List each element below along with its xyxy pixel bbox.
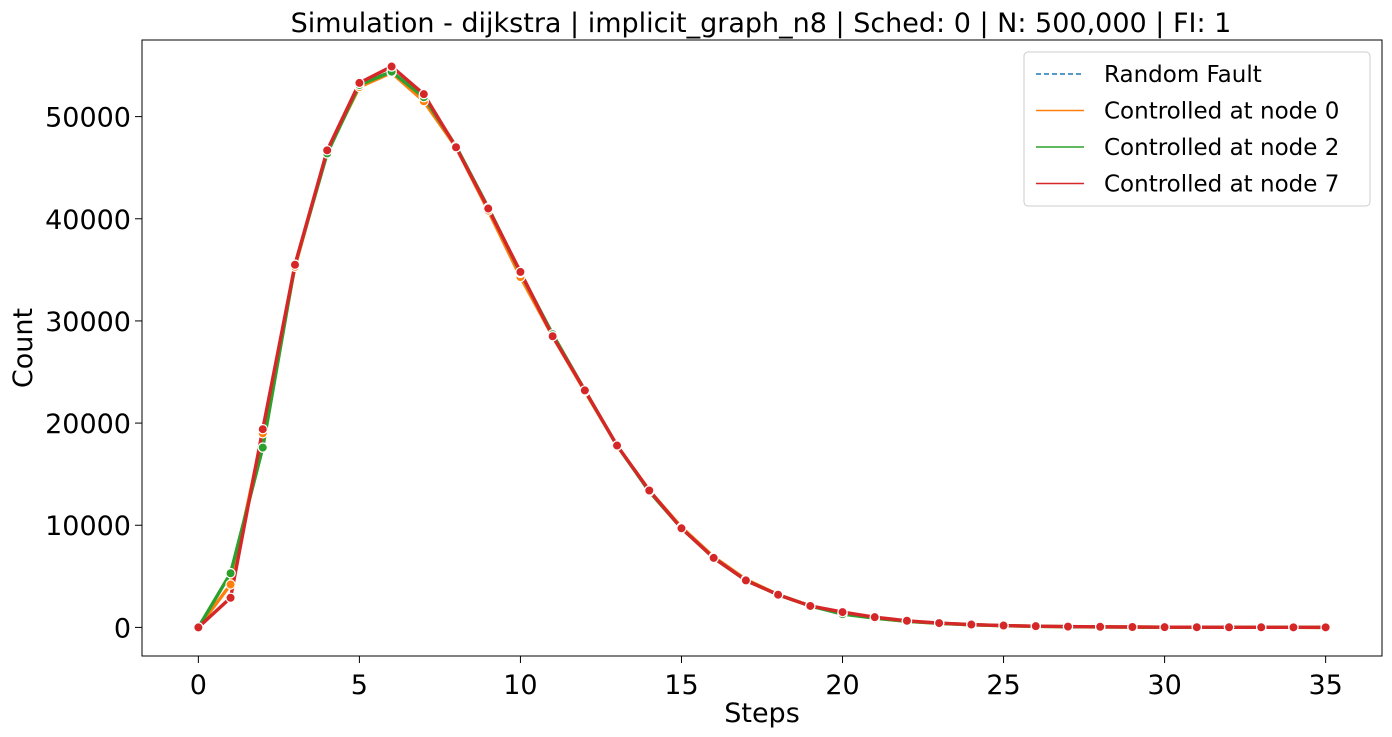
y-tick-label: 0 xyxy=(114,613,131,644)
x-tick-label: 5 xyxy=(351,670,368,701)
series-3-point xyxy=(193,622,204,633)
series-3-point xyxy=(1094,621,1106,632)
series-3-point xyxy=(1159,621,1170,633)
series-3-point xyxy=(966,619,977,630)
series-3-point xyxy=(225,592,236,603)
x-tick-label: 30 xyxy=(1147,670,1181,701)
series-1-point xyxy=(225,579,236,590)
chart-title: Simulation - dijkstra | implicit_graph_n… xyxy=(291,8,1232,39)
series-3-point xyxy=(708,552,719,564)
y-tick-label: 30000 xyxy=(45,307,131,338)
series-3-point xyxy=(418,88,430,100)
series-3-point xyxy=(998,620,1009,631)
series-3-point xyxy=(1256,622,1267,633)
series-3-point xyxy=(1030,620,1041,632)
legend-label: Controlled at node 0 xyxy=(1104,99,1339,125)
series-3-point xyxy=(805,600,816,612)
series-3-point xyxy=(837,606,848,618)
series-3-point xyxy=(611,440,623,451)
series-3-point xyxy=(772,589,784,600)
x-axis-label: Steps xyxy=(724,698,800,729)
y-tick-label: 50000 xyxy=(45,103,131,134)
series-3-point xyxy=(354,77,365,89)
series-3-point xyxy=(257,424,268,435)
series-3-point xyxy=(289,259,301,270)
series-2-point xyxy=(225,568,236,579)
series-line-3 xyxy=(196,64,1328,630)
y-tick-label: 10000 xyxy=(45,511,131,542)
series-3-point xyxy=(386,61,397,72)
legend-label: Random Fault xyxy=(1104,62,1262,88)
series-3-point xyxy=(450,142,462,153)
series-3-point xyxy=(1127,621,1138,633)
series-3-point xyxy=(740,575,752,586)
plot-frame xyxy=(141,39,1383,657)
legend-label: Controlled at node 2 xyxy=(1104,135,1339,161)
series-3-point xyxy=(1288,622,1299,633)
legend-label: Controlled at node 7 xyxy=(1104,172,1339,198)
x-tick-label: 15 xyxy=(664,670,698,701)
series-3-point xyxy=(1223,622,1235,633)
x-tick-label: 35 xyxy=(1308,670,1342,701)
series-3-point xyxy=(901,615,913,626)
series-3-point xyxy=(483,203,494,214)
plot-area xyxy=(193,61,1331,633)
x-tick-label: 25 xyxy=(986,670,1020,701)
x-tick-label: 10 xyxy=(503,670,537,701)
series-3-point xyxy=(1320,622,1331,633)
x-tick-label: 0 xyxy=(190,670,207,701)
series-3-point xyxy=(515,266,526,278)
legend-box xyxy=(1023,51,1371,207)
y-tick-label: 40000 xyxy=(45,205,131,236)
y-axis-label: Count xyxy=(8,308,39,388)
series-3-point xyxy=(321,145,333,156)
series-3-point xyxy=(1062,621,1074,632)
axes: 0 5 10 15 20 25 30 35 0 10000 20000 30000 40000 50000 xyxy=(45,103,1343,701)
series-3-point xyxy=(547,331,558,342)
series-2-point xyxy=(257,442,268,453)
series-3-point xyxy=(644,485,655,496)
x-tick-label: 20 xyxy=(825,670,859,701)
series-3-point xyxy=(869,611,880,623)
series-3-point xyxy=(676,523,687,534)
series-3-point xyxy=(579,385,591,396)
legend: Random Fault Controlled at node 0 Controll… xyxy=(1023,51,1371,207)
y-tick-label: 20000 xyxy=(45,409,131,440)
series-3-point xyxy=(933,617,945,629)
series-3-point xyxy=(1191,622,1203,633)
